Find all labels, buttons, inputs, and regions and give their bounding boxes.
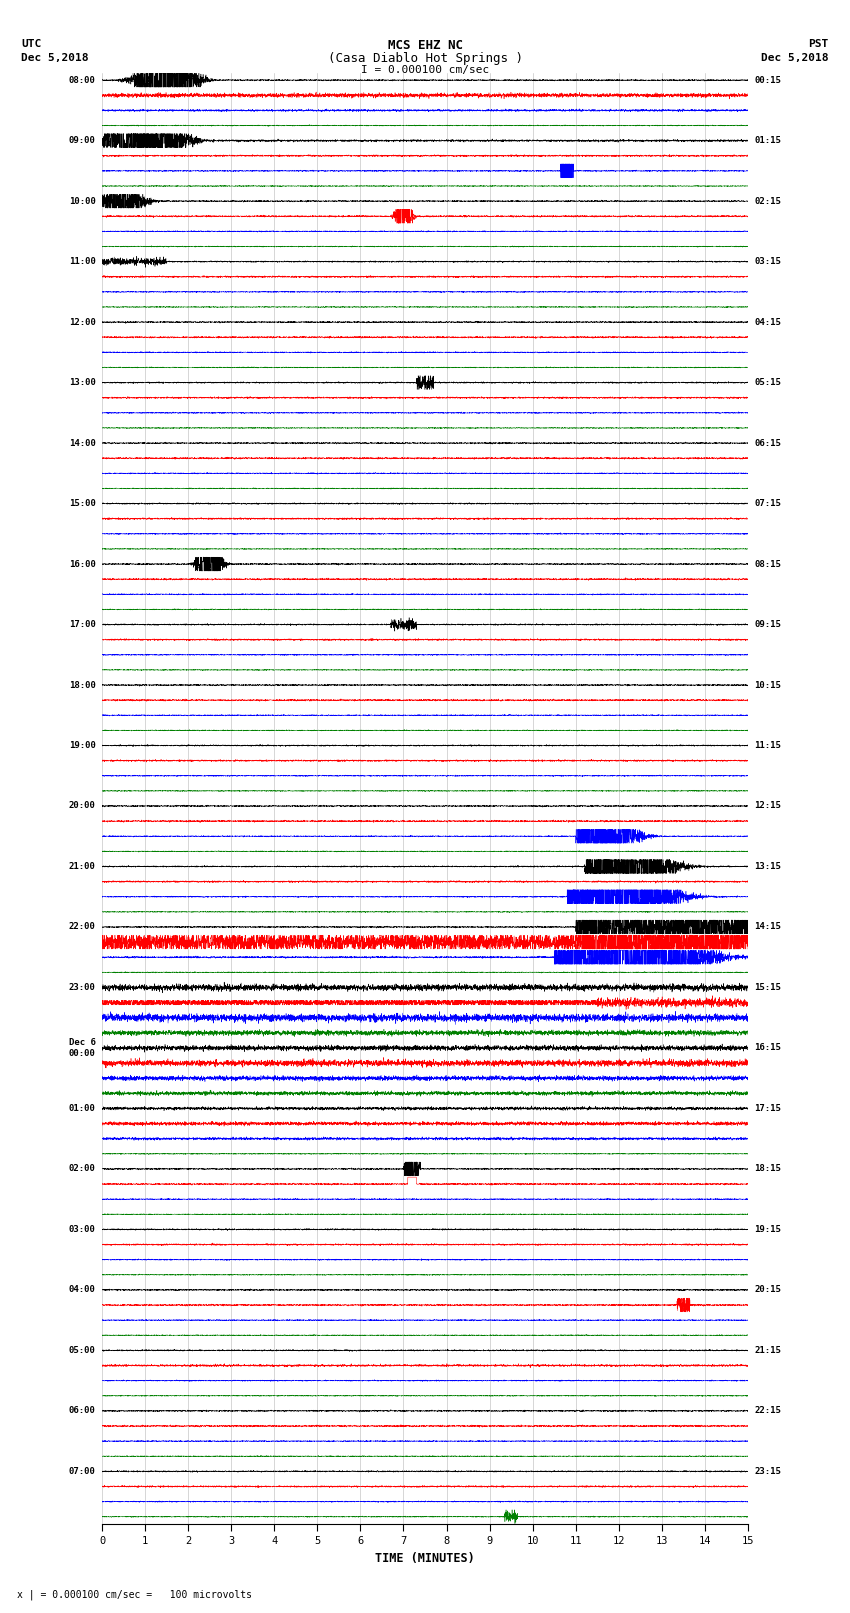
Text: 12:15: 12:15 [755, 802, 781, 810]
Text: 14:15: 14:15 [755, 923, 781, 931]
Text: 16:15: 16:15 [755, 1044, 781, 1052]
Text: 22:00: 22:00 [69, 923, 95, 931]
Text: 14:00: 14:00 [69, 439, 95, 447]
Text: 07:15: 07:15 [755, 498, 781, 508]
Text: 09:00: 09:00 [69, 135, 95, 145]
Text: 21:15: 21:15 [755, 1345, 781, 1355]
Text: Dec 5,2018: Dec 5,2018 [21, 53, 88, 63]
Text: x | = 0.000100 cm/sec =   100 microvolts: x | = 0.000100 cm/sec = 100 microvolts [17, 1589, 252, 1600]
Text: 20:15: 20:15 [755, 1286, 781, 1294]
Text: 09:15: 09:15 [755, 619, 781, 629]
Text: I = 0.000100 cm/sec: I = 0.000100 cm/sec [361, 65, 489, 74]
Text: 12:00: 12:00 [69, 318, 95, 326]
Text: 05:15: 05:15 [755, 377, 781, 387]
Text: 01:00: 01:00 [69, 1103, 95, 1113]
Text: 05:00: 05:00 [69, 1345, 95, 1355]
Text: UTC: UTC [21, 39, 42, 48]
Text: 15:00: 15:00 [69, 498, 95, 508]
Text: PST: PST [808, 39, 829, 48]
Text: 04:00: 04:00 [69, 1286, 95, 1294]
Text: 19:15: 19:15 [755, 1224, 781, 1234]
Text: 23:15: 23:15 [755, 1466, 781, 1476]
Text: 07:00: 07:00 [69, 1466, 95, 1476]
Text: 19:00: 19:00 [69, 740, 95, 750]
Text: 18:15: 18:15 [755, 1165, 781, 1173]
Text: MCS EHZ NC: MCS EHZ NC [388, 39, 462, 52]
Text: 11:00: 11:00 [69, 256, 95, 266]
Text: 10:00: 10:00 [69, 197, 95, 205]
Text: 02:15: 02:15 [755, 197, 781, 205]
Text: 04:15: 04:15 [755, 318, 781, 326]
Text: 22:15: 22:15 [755, 1407, 781, 1415]
Text: 17:15: 17:15 [755, 1103, 781, 1113]
Text: (Casa Diablo Hot Springs ): (Casa Diablo Hot Springs ) [327, 52, 523, 65]
Text: 00:15: 00:15 [755, 76, 781, 84]
Text: 03:00: 03:00 [69, 1224, 95, 1234]
Text: 15:15: 15:15 [755, 982, 781, 992]
Text: 11:15: 11:15 [755, 740, 781, 750]
Text: 23:00: 23:00 [69, 982, 95, 992]
Text: 13:00: 13:00 [69, 377, 95, 387]
Text: Dec 6
00:00: Dec 6 00:00 [69, 1039, 95, 1058]
Text: 06:00: 06:00 [69, 1407, 95, 1415]
Text: 08:15: 08:15 [755, 560, 781, 568]
Text: 02:00: 02:00 [69, 1165, 95, 1173]
Text: 01:15: 01:15 [755, 135, 781, 145]
Text: 16:00: 16:00 [69, 560, 95, 568]
Text: 10:15: 10:15 [755, 681, 781, 689]
Text: 06:15: 06:15 [755, 439, 781, 447]
Text: 18:00: 18:00 [69, 681, 95, 689]
Text: 21:00: 21:00 [69, 861, 95, 871]
X-axis label: TIME (MINUTES): TIME (MINUTES) [375, 1552, 475, 1565]
Text: 13:15: 13:15 [755, 861, 781, 871]
Text: 17:00: 17:00 [69, 619, 95, 629]
Text: 03:15: 03:15 [755, 256, 781, 266]
Text: 20:00: 20:00 [69, 802, 95, 810]
Text: Dec 5,2018: Dec 5,2018 [762, 53, 829, 63]
Text: 08:00: 08:00 [69, 76, 95, 84]
